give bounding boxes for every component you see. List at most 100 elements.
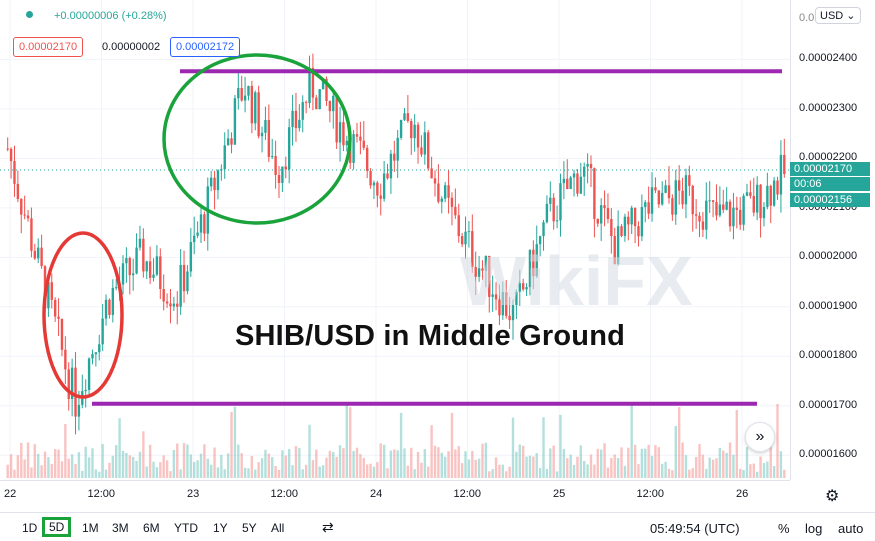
candle-body	[745, 192, 749, 196]
candle-body	[728, 201, 732, 227]
volume-bar	[755, 471, 759, 478]
volume-bar	[84, 446, 87, 478]
candle-body	[172, 303, 176, 307]
bid-price-box[interactable]: 0.00002170	[13, 37, 84, 57]
candle-body	[233, 98, 237, 145]
candle-body	[559, 183, 562, 221]
volume-bar	[43, 451, 47, 478]
candle-body	[630, 207, 633, 225]
volume-bar	[769, 442, 772, 478]
candle-body	[572, 173, 576, 178]
volume-bar	[77, 452, 81, 478]
candle-body	[454, 206, 457, 216]
volume-bar	[237, 444, 240, 478]
volume-bar	[471, 450, 474, 478]
candle-body	[135, 247, 138, 274]
candle-body	[481, 268, 484, 271]
candle-body	[389, 153, 393, 179]
volume-bar	[271, 457, 274, 478]
candle-body	[488, 255, 491, 297]
timeframe-button-1m[interactable]: 1M	[82, 521, 99, 535]
time-tick-label: 26	[736, 488, 749, 500]
volume-bar	[311, 460, 315, 478]
volume-bar	[467, 459, 471, 478]
volume-bar	[159, 462, 162, 478]
price-tick-label: 0.00001900	[799, 299, 858, 312]
candle-body	[104, 299, 108, 319]
candle-body	[60, 318, 64, 350]
candle-body	[220, 169, 223, 171]
volume-bar	[213, 447, 216, 478]
candle-body	[304, 102, 308, 104]
volume-bar	[488, 471, 491, 478]
volume-bar	[779, 451, 783, 478]
volume-bar	[118, 418, 121, 478]
volume-bar	[637, 464, 640, 478]
timeframe-button-1d[interactable]: 1D	[22, 521, 38, 535]
volume-bar	[566, 458, 569, 478]
volume-bar	[60, 461, 64, 478]
scroll-to-realtime-button[interactable]: »	[745, 422, 775, 452]
time-tick-label: 23	[187, 488, 200, 500]
volume-bar	[491, 469, 494, 478]
timeframe-button-1y[interactable]: 1Y	[213, 521, 228, 535]
ask-price-box[interactable]: 0.00002172	[170, 37, 241, 57]
volume-bar	[783, 469, 786, 478]
candle-body	[722, 204, 725, 210]
timeframe-button-3m[interactable]: 3M	[112, 521, 129, 535]
time-tick-label: 24	[370, 488, 383, 500]
candle-body	[450, 197, 454, 207]
currency-select[interactable]: USD ⌄	[815, 7, 861, 24]
candle-body	[386, 173, 389, 179]
candle-body	[226, 138, 230, 146]
candle-body	[271, 156, 274, 158]
candle-body	[644, 202, 647, 207]
time-axis[interactable]: 22 12:00 23 12:00 24 12:00 25 12:00 26	[0, 480, 790, 509]
compare-date-icon[interactable]: ⇄	[322, 519, 334, 535]
log-toggle[interactable]: log	[805, 521, 823, 536]
candle-body	[528, 249, 532, 288]
candle-body	[555, 220, 559, 222]
candle-body	[633, 207, 637, 227]
green-highlight-circle	[162, 53, 352, 225]
candle-body	[108, 299, 111, 315]
volume-bar	[728, 442, 732, 478]
volume-bar	[203, 444, 206, 478]
time-tick-label: 12:00	[270, 488, 299, 500]
volume-bar	[440, 452, 443, 478]
volume-bar	[223, 469, 226, 478]
percent-toggle[interactable]: %	[778, 521, 790, 536]
candle-body	[396, 137, 399, 161]
volume-bar	[226, 453, 230, 478]
candle-body	[430, 168, 433, 179]
candle-body	[664, 185, 667, 193]
volume-bar	[359, 454, 362, 478]
volume-bar	[725, 452, 728, 478]
candle-body	[755, 184, 759, 213]
candle-body	[40, 247, 43, 267]
candle-body	[471, 231, 474, 268]
utc-clock[interactable]: 05:49:54 (UTC)	[650, 521, 740, 536]
chart-area[interactable]: WikiFX +0.00000006 (+0.28%) 0.00002170 0…	[0, 0, 790, 480]
volume-bar	[328, 450, 332, 478]
candle-body	[623, 216, 627, 236]
volume-bar	[739, 468, 742, 478]
price-scale[interactable]: 0.0 USD ⌄ 0.00002400 0.00002300 0.00002200…	[790, 0, 875, 480]
timeframe-button-5d[interactable]: 5D	[42, 517, 72, 537]
timeframe-button-all[interactable]: All	[271, 521, 285, 535]
red-highlight-circle	[42, 231, 124, 399]
candle-body	[230, 138, 233, 145]
chart-settings-button[interactable]: ⚙	[825, 486, 839, 506]
candle-body	[532, 249, 535, 277]
timeframe-button-5y[interactable]: 5Y	[242, 521, 257, 535]
candle-body	[735, 207, 739, 210]
volume-bar	[535, 453, 538, 478]
auto-toggle[interactable]: auto	[838, 521, 864, 536]
timeframe-button-ytd[interactable]: YTD	[174, 521, 198, 535]
candle-body	[460, 236, 464, 245]
candle-body	[674, 180, 677, 215]
timeframe-button-6m[interactable]: 6M	[143, 521, 160, 535]
candle-body	[382, 173, 386, 199]
volume-bar	[372, 466, 376, 478]
candle-body	[494, 294, 498, 300]
